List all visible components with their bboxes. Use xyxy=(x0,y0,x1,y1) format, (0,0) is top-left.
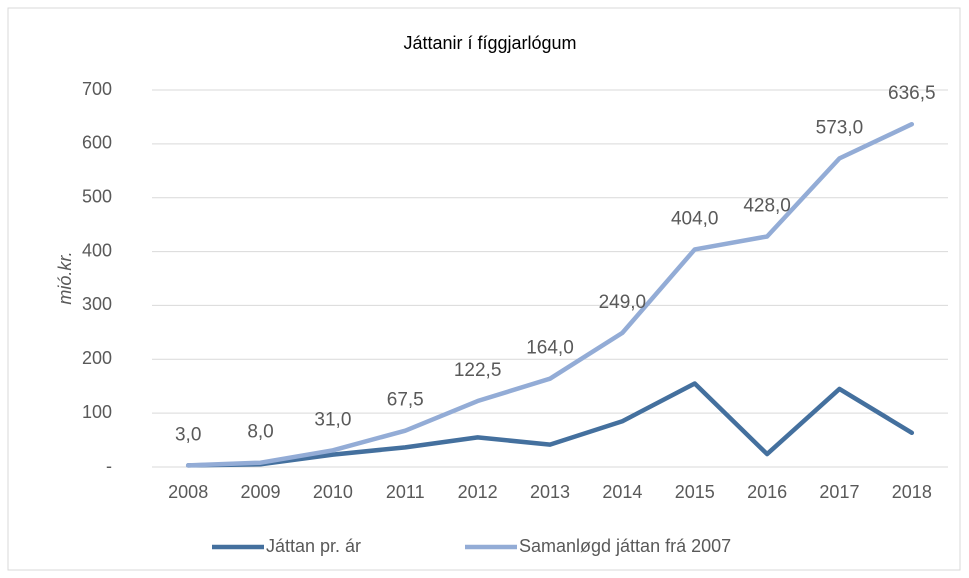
data-label: 8,0 xyxy=(247,422,273,443)
x-tick-label: 2018 xyxy=(892,482,932,502)
x-tick-label: 2013 xyxy=(530,482,570,502)
y-tick-label: 300 xyxy=(82,294,112,314)
data-label: 428,0 xyxy=(743,196,791,217)
x-tick-label: 2012 xyxy=(458,482,498,502)
y-tick-label: - xyxy=(106,456,112,476)
x-tick-label: 2011 xyxy=(386,482,425,502)
x-tick-label: 2016 xyxy=(747,482,787,502)
data-label: 164,0 xyxy=(526,338,574,359)
data-label: 122,5 xyxy=(454,360,502,381)
x-tick-label: 2008 xyxy=(168,482,208,502)
y-tick-label: 400 xyxy=(82,240,112,260)
y-axis-label: mió.kr. xyxy=(55,251,75,304)
y-tick-label: 600 xyxy=(82,133,112,153)
y-tick-label: 700 xyxy=(82,79,112,99)
chart-border xyxy=(7,7,961,571)
legend-label: Samanløgd játtan frá 2007 xyxy=(519,536,731,556)
y-tick-label: 100 xyxy=(82,402,112,422)
data-label: 249,0 xyxy=(599,292,647,313)
chart-title: Játtanir í fíggjarlógum xyxy=(403,33,576,53)
y-tick-label: 500 xyxy=(82,186,112,206)
x-tick-label: 2010 xyxy=(313,482,353,502)
data-label: 67,5 xyxy=(387,390,424,411)
data-label: 636,5 xyxy=(888,83,936,104)
y-tick-label: 200 xyxy=(82,348,112,368)
series-line xyxy=(185,381,915,468)
data-label: 31,0 xyxy=(314,409,351,430)
series-line xyxy=(185,121,915,468)
legend-label: Játtan pr. ár xyxy=(266,536,361,556)
x-tick-label: 2009 xyxy=(241,482,281,502)
x-tick-label: 2017 xyxy=(819,482,859,502)
data-label: 404,0 xyxy=(671,208,719,229)
x-tick-label: 2014 xyxy=(602,482,642,502)
data-label: 573,0 xyxy=(816,117,864,138)
x-tick-label: 2015 xyxy=(675,482,715,502)
data-label: 3,0 xyxy=(175,424,201,445)
